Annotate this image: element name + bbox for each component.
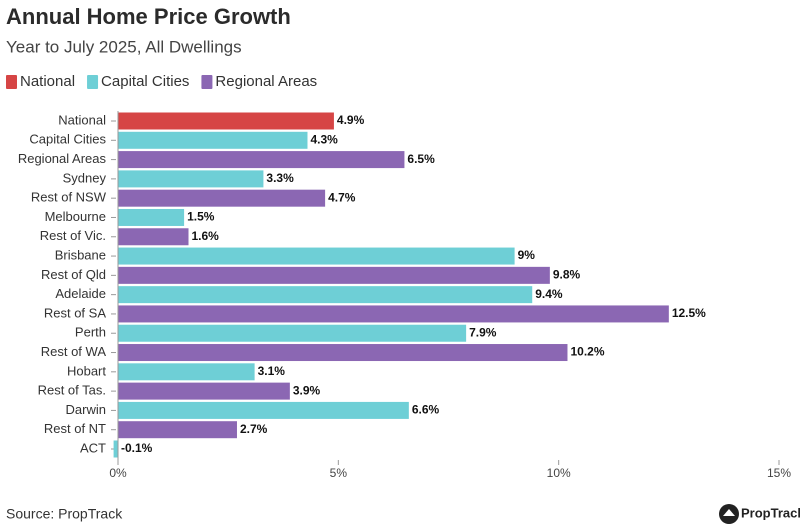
y-tick-label: ACT — [80, 440, 106, 455]
bar — [118, 170, 264, 188]
legend-label: National — [20, 73, 75, 90]
bar — [118, 382, 290, 400]
legend-swatch — [87, 75, 99, 89]
data-label: 3.3% — [266, 171, 294, 185]
y-tick-label: Rest of Qld — [41, 267, 106, 282]
data-label: 4.3% — [310, 132, 338, 146]
bar — [118, 286, 533, 304]
data-label: 2.7% — [240, 422, 268, 436]
data-label: 3.1% — [258, 364, 286, 378]
y-tick-label: Rest of NT — [44, 421, 106, 436]
y-tick-label: Rest of NSW — [31, 190, 107, 205]
data-label: 9.8% — [553, 268, 581, 282]
logo: PropTrack — [741, 505, 800, 520]
data-label: -0.1% — [121, 441, 153, 455]
data-label: 4.7% — [328, 190, 356, 204]
y-tick-label: Rest of Tas. — [38, 383, 106, 398]
y-tick-label: Melbourne — [45, 209, 106, 224]
bar — [118, 363, 255, 381]
chart-subtitle: Year to July 2025, All Dwellings — [6, 37, 242, 56]
y-tick-label: Capital Cities — [29, 132, 106, 147]
y-tick-label: National — [58, 112, 106, 127]
bar — [118, 189, 326, 207]
data-label: 9.4% — [535, 287, 563, 301]
logo-icon — [719, 504, 739, 524]
data-label: 9% — [518, 248, 536, 262]
bar — [118, 401, 409, 419]
x-tick-label: 5% — [330, 466, 348, 480]
y-tick-label: Rest of SA — [44, 305, 106, 320]
bar — [118, 131, 308, 149]
data-label: 3.9% — [293, 383, 321, 397]
x-tick-label: 10% — [547, 466, 571, 480]
y-tick-label: Perth — [75, 325, 106, 340]
x-tick-label: 15% — [767, 466, 791, 480]
bar — [118, 305, 669, 323]
legend-swatch — [6, 75, 17, 89]
y-tick-label: Regional Areas — [18, 151, 107, 166]
data-label: 7.9% — [469, 325, 497, 339]
data-label: 12.5% — [672, 306, 706, 320]
bar — [118, 324, 467, 342]
y-tick-label: Rest of Vic. — [40, 228, 106, 243]
y-tick-label: Sydney — [63, 170, 107, 185]
data-label: 6.6% — [412, 403, 440, 417]
chart-title: Annual Home Price Growth — [6, 4, 291, 29]
legend-label: Capital Cities — [101, 73, 189, 90]
bar — [118, 247, 515, 265]
data-label: 1.6% — [192, 229, 220, 243]
bar — [118, 208, 185, 226]
bar — [118, 266, 550, 284]
legend-swatch — [201, 75, 213, 89]
y-tick-label: Darwin — [66, 402, 106, 417]
source: Source: PropTrack — [6, 506, 123, 522]
data-label: 4.9% — [337, 113, 365, 127]
data-label: 1.5% — [187, 210, 215, 224]
legend-label: Regional Areas — [215, 73, 317, 90]
bar — [118, 151, 405, 169]
bar — [118, 421, 237, 439]
y-tick-label: Brisbane — [55, 247, 106, 262]
bar — [118, 112, 334, 130]
data-label: 6.5% — [407, 152, 435, 166]
data-label: 10.2% — [570, 345, 604, 359]
bar — [118, 344, 568, 362]
y-tick-label: Hobart — [67, 363, 106, 378]
y-tick-label: Adelaide — [55, 286, 106, 301]
bar — [113, 440, 118, 458]
bar — [118, 228, 189, 246]
y-tick-label: Rest of WA — [41, 344, 107, 359]
x-tick-label: 0% — [109, 466, 127, 480]
